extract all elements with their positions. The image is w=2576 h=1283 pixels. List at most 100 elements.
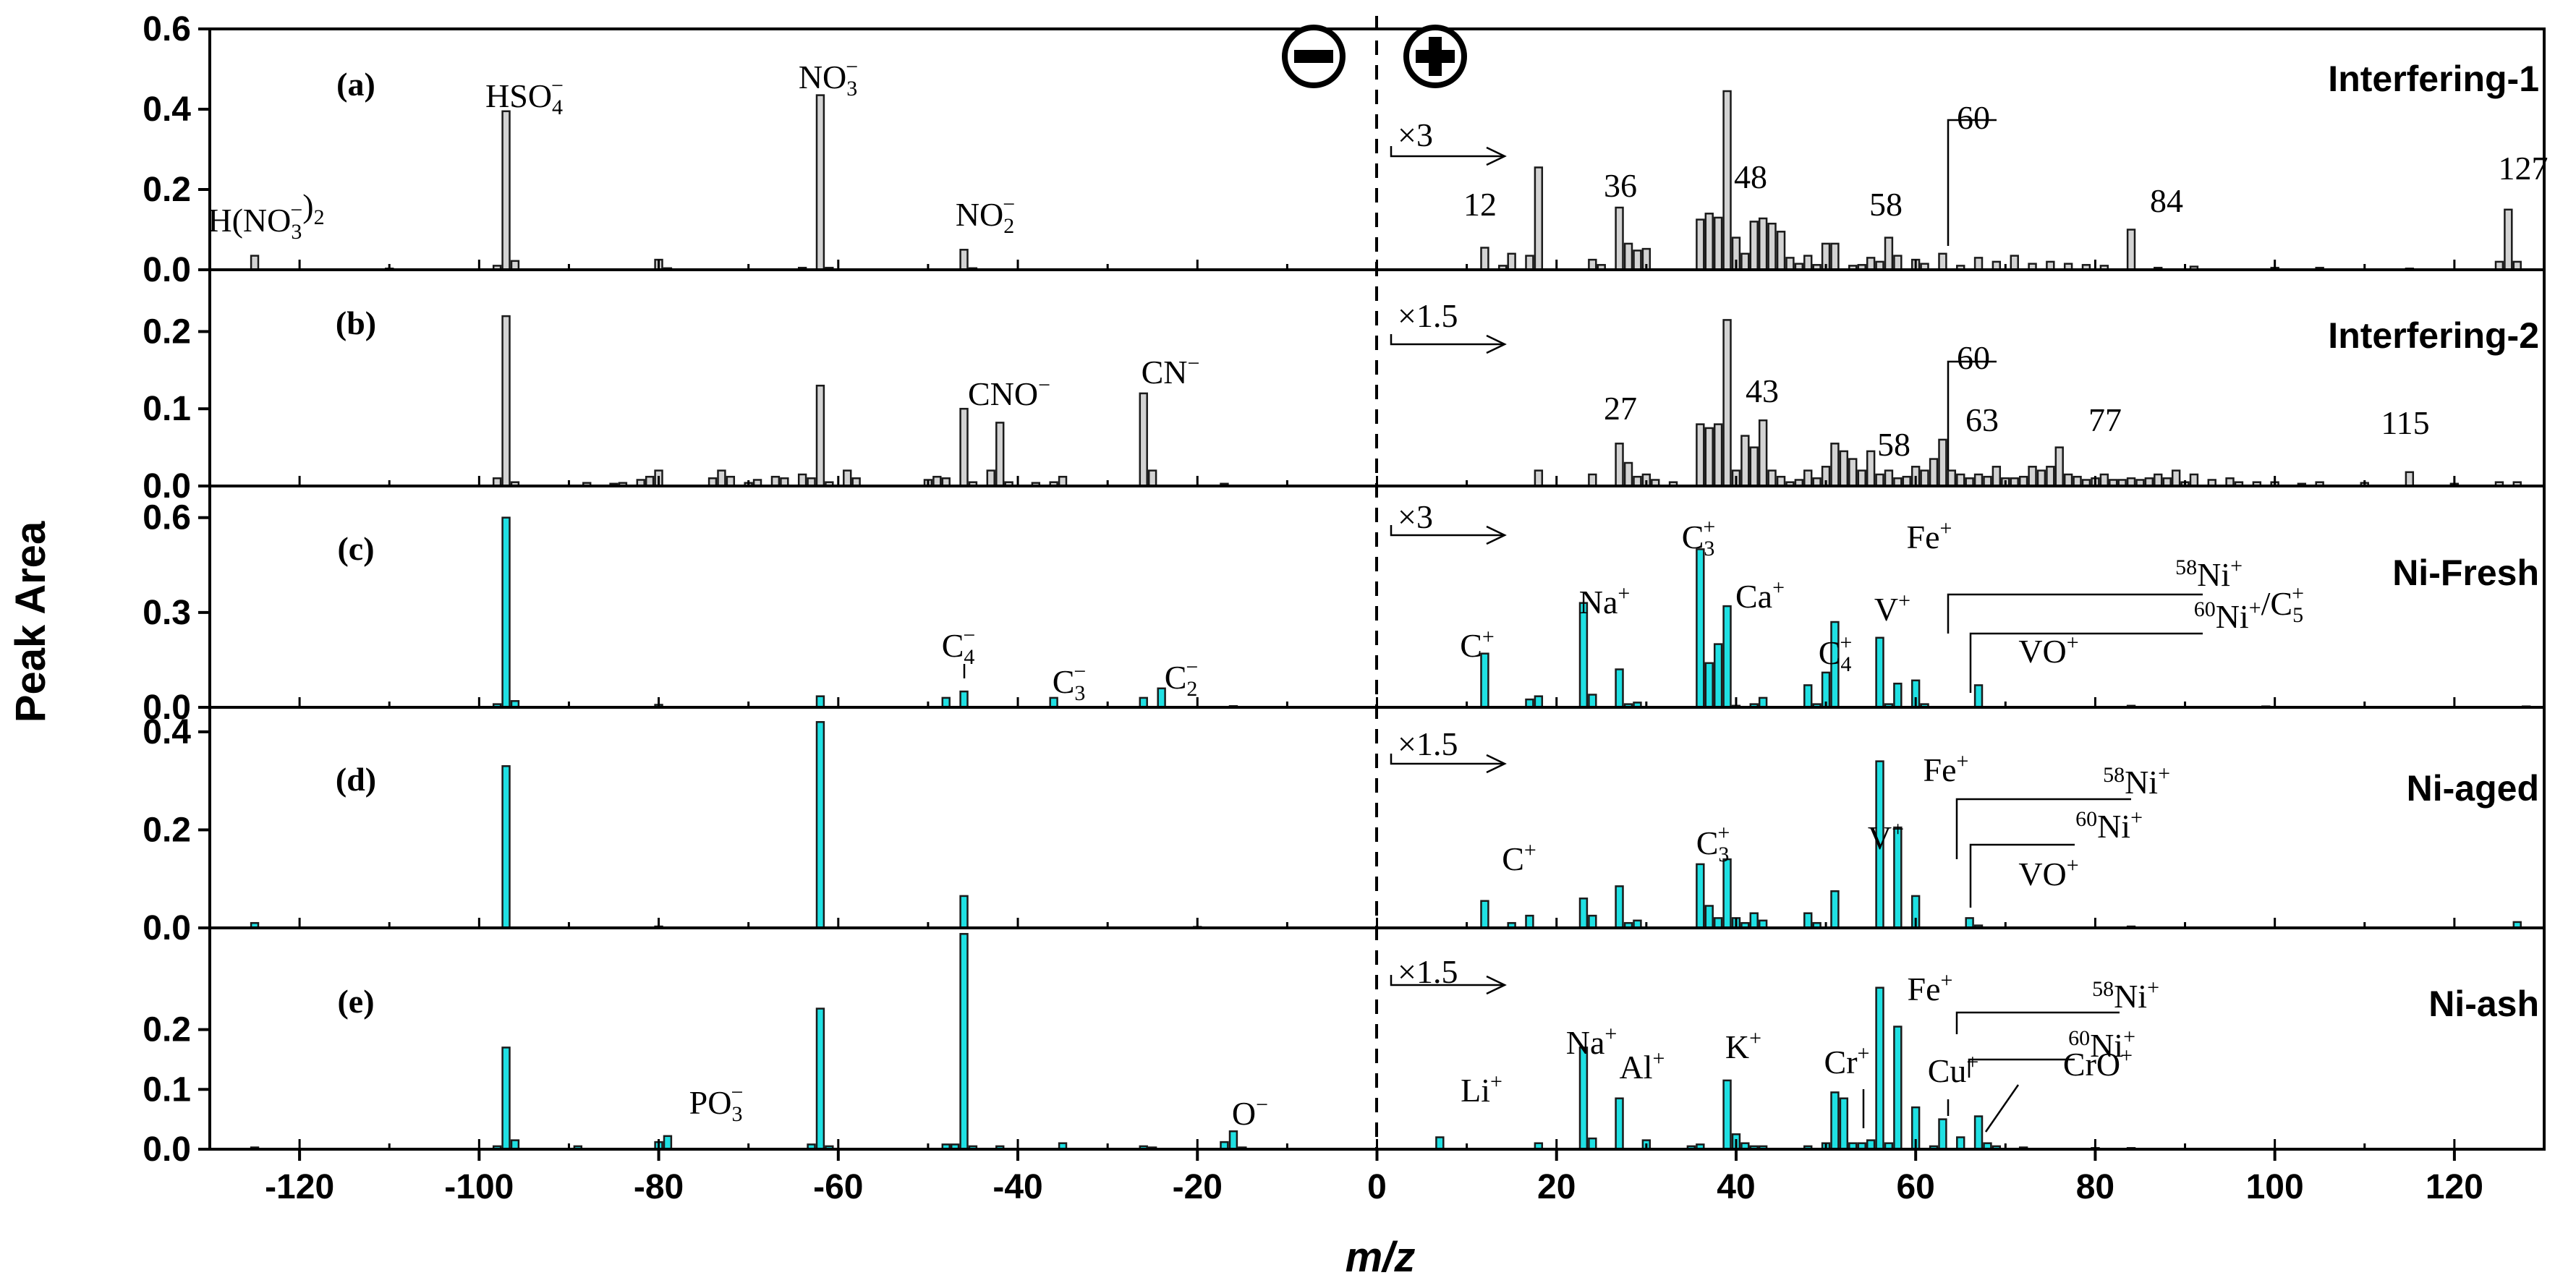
x-tick-label: -20 xyxy=(1173,1168,1223,1206)
bar-mz-29 xyxy=(1633,250,1642,271)
peak-annotation: 12 xyxy=(1463,186,1497,223)
peak-annotation: 60Ni+ xyxy=(2075,806,2143,845)
bar-mz-27 xyxy=(1615,206,1624,271)
bar-mz-17 xyxy=(1525,255,1534,271)
x-tick-label: -40 xyxy=(992,1168,1042,1206)
bar-mz-27 xyxy=(1615,443,1624,487)
bar-mz-58 xyxy=(1893,1026,1903,1151)
bar-mz-56 xyxy=(1875,636,1884,709)
bar-mz-44 xyxy=(1767,222,1777,271)
bar-mz-39 xyxy=(1722,858,1732,929)
peak-annotation: 127 xyxy=(2499,150,2549,187)
bar-mz-15 xyxy=(1507,252,1516,271)
bar-mz--25 xyxy=(1147,469,1157,487)
x-tick-label: 80 xyxy=(2076,1168,2114,1206)
peak-annotation: C+ xyxy=(1502,838,1536,877)
y-tick-label: 0.0 xyxy=(143,1130,191,1169)
bar-mz-63 xyxy=(1938,1118,1947,1151)
x-tick-label: 60 xyxy=(1896,1168,1934,1206)
peak-annotation: Li+ xyxy=(1461,1070,1502,1109)
peak-annotation: Fe+ xyxy=(1924,749,1969,788)
bar-mz-39 xyxy=(1722,605,1732,709)
bar-mz--42 xyxy=(995,422,1005,487)
scale-arrow-head xyxy=(1486,975,1507,995)
peak-annotation: C3− xyxy=(1053,660,1087,705)
bar-mz-48 xyxy=(1803,912,1813,929)
peak-annotation: CNO− xyxy=(968,373,1050,412)
bar-mz-41 xyxy=(1740,435,1750,487)
panel-c: 0.0 0.3 0.6 (c) Ni-Fresh ×3 C4− C3− C2− C+ Na+ C3+ C… xyxy=(143,485,2546,727)
bar-mz-12 xyxy=(1480,900,1489,929)
bar-mz-54 xyxy=(1857,469,1866,487)
bar-mz-64 xyxy=(1947,469,1957,487)
annotation-leader xyxy=(1969,843,2075,908)
bar-mz--97 xyxy=(501,110,511,271)
peak-annotation: 60 xyxy=(1957,339,1990,376)
peak-annotation: NO3− xyxy=(799,55,858,101)
bar-mz-81 xyxy=(2099,473,2109,487)
panel-frame xyxy=(208,268,2546,487)
bar-mz-51 xyxy=(1830,1091,1840,1151)
bar-mz-18 xyxy=(1534,166,1544,271)
bar-mz-38 xyxy=(1713,917,1723,929)
peak-annotation: 115 xyxy=(2381,404,2429,441)
bar-mz-77 xyxy=(2063,473,2073,487)
peak-annotation: Al+ xyxy=(1620,1047,1665,1086)
y-tick-label: 0.2 xyxy=(143,171,191,209)
peak-annotation: Cr+ xyxy=(1824,1041,1870,1080)
bar-mz--62 xyxy=(815,1007,825,1151)
bar-mz-38 xyxy=(1713,216,1723,271)
scale-factor: ×1.5 xyxy=(1398,953,1458,990)
bar-mz-18 xyxy=(1534,695,1544,709)
bar-mz-74 xyxy=(2036,469,2046,487)
annotation-leader xyxy=(1947,119,1997,246)
peak-annotation: 58 xyxy=(1877,426,1910,463)
bar-mz-36 xyxy=(1696,423,1705,487)
bar-mz--46 xyxy=(959,690,969,709)
bar-mz-57 xyxy=(1884,236,1894,271)
annotation-leader xyxy=(1947,593,2203,634)
minus-polarity-icon: − xyxy=(1282,25,1346,88)
peak-annotation: C4+ xyxy=(1819,631,1853,676)
bar-mz-36 xyxy=(1696,218,1705,271)
peak-annotation: Na+ xyxy=(1566,1022,1618,1061)
bar-mz-115 xyxy=(2405,471,2415,487)
panel-title: Ni-Fresh xyxy=(2392,553,2539,593)
bar-mz-24 xyxy=(1588,473,1597,487)
x-tick-label: -80 xyxy=(634,1168,684,1206)
panel-a: 0.0 0.2 0.4 0.6 (a) Interfering-1 ×3 H(NO3−)2 HS… xyxy=(143,10,2548,289)
y-tick-label: 0.0 xyxy=(143,467,191,506)
bar-mz-63 xyxy=(1938,252,1947,271)
bar-mz--16 xyxy=(1228,1130,1238,1151)
peak-annotation: Fe+ xyxy=(1908,968,1953,1007)
panel-title: Ni-aged xyxy=(2407,768,2539,809)
peak-annotation: 58Ni+ xyxy=(2175,554,2243,593)
bar-mz--79 xyxy=(663,1135,673,1151)
bar-mz-75 xyxy=(2046,466,2055,487)
bar-mz-38 xyxy=(1713,643,1723,709)
annotation-leader xyxy=(1947,360,1997,470)
x-tick-label: -100 xyxy=(444,1168,514,1206)
bar-mz-58 xyxy=(1893,255,1903,271)
scale-arrow xyxy=(1390,525,1505,537)
peak-annotation: CN− xyxy=(1142,351,1200,391)
bar-mz-41 xyxy=(1740,252,1750,271)
bar-mz-18 xyxy=(1534,469,1544,487)
peak-annotation: PO3− xyxy=(689,1080,744,1126)
peak-annotation: V+ xyxy=(1874,589,1910,628)
scale-arrow xyxy=(1390,146,1505,158)
bar-mz-63 xyxy=(1938,438,1947,487)
peak-annotation: Na+ xyxy=(1579,581,1631,621)
bar-mz-36 xyxy=(1696,863,1705,929)
bar-mz-28 xyxy=(1623,461,1633,487)
scale-factor: ×3 xyxy=(1398,116,1433,153)
bar-mz-61 xyxy=(1920,469,1929,487)
panel-label: (b) xyxy=(336,304,376,341)
peak-annotation: 60 xyxy=(1957,99,1990,136)
peak-annotation: Cu+ xyxy=(1928,1050,1979,1089)
peak-annotation: H(NO3−)2 xyxy=(208,187,324,244)
bar-mz-55 xyxy=(1866,257,1876,271)
scale-arrow-head xyxy=(1486,525,1507,545)
annotation-leader xyxy=(1968,1058,2075,1078)
bar-mz-39 xyxy=(1722,319,1732,487)
